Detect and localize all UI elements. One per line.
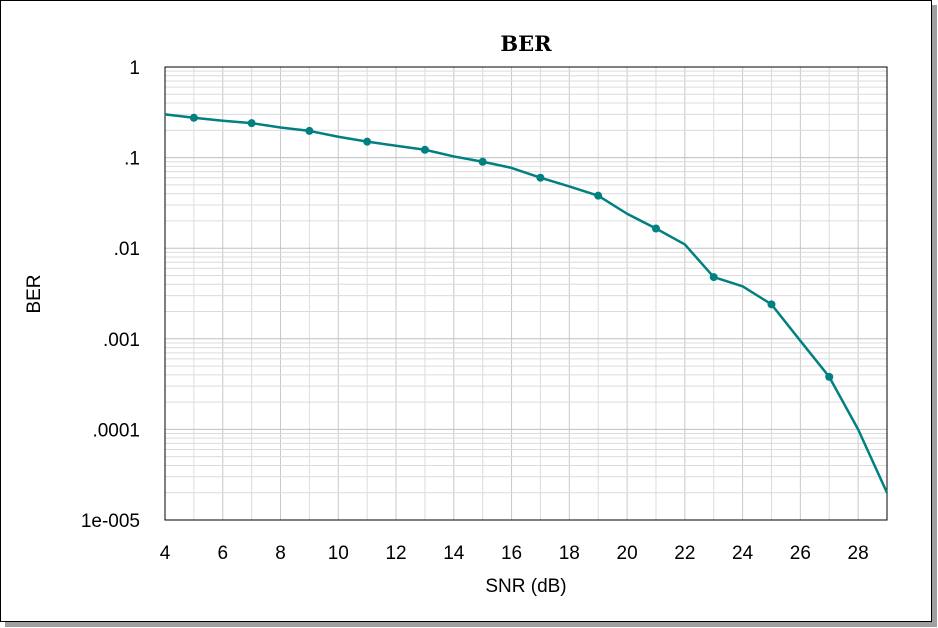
data-point [594,191,603,200]
data-point [189,113,198,122]
series-line [164,113,889,494]
y-tick-labels: 1 .1 .01 .001 .0001 1e-005 [81,58,140,532]
data-point [536,173,545,182]
plot-area-border [164,66,888,521]
plot-grid [164,67,888,521]
x-tick-label: 26 [790,543,811,564]
y-tick-label: .01 [114,239,140,260]
data-point [767,300,776,309]
x-tick-label: 12 [385,543,406,564]
x-tick-label: 6 [217,543,228,564]
y-tick-label: 1e-005 [81,511,140,532]
x-tick-label: 10 [328,543,349,564]
data-point [709,273,718,282]
data-point [420,145,429,154]
data-point [305,126,314,135]
x-tick-label: 20 [617,543,638,564]
x-tick-label: 28 [848,543,869,564]
x-tick-label: 8 [275,543,286,564]
series-markers [189,113,834,381]
data-point [825,372,834,381]
data-point [651,224,660,233]
y-tick-label: .1 [124,149,140,170]
x-tick-label: 18 [559,543,580,564]
x-tick-label: 4 [160,543,171,564]
x-tick-labels: 4 6 8 10 12 14 16 18 20 22 24 26 28 [160,543,869,564]
data-point [363,137,372,146]
x-axis-label: SNR (dB) [485,576,566,597]
data-point [247,119,256,128]
x-tick-label: 24 [732,543,754,564]
x-tick-label: 14 [443,543,465,564]
x-tick-label: 22 [674,543,695,564]
data-point [478,157,487,166]
y-tick-label: .001 [103,330,140,351]
chart-title: BER [500,31,552,56]
y-tick-label: 1 [129,58,140,79]
y-tick-label: .0001 [92,420,140,441]
x-tick-label: 16 [501,543,522,564]
y-axis-label: BER [24,274,45,313]
